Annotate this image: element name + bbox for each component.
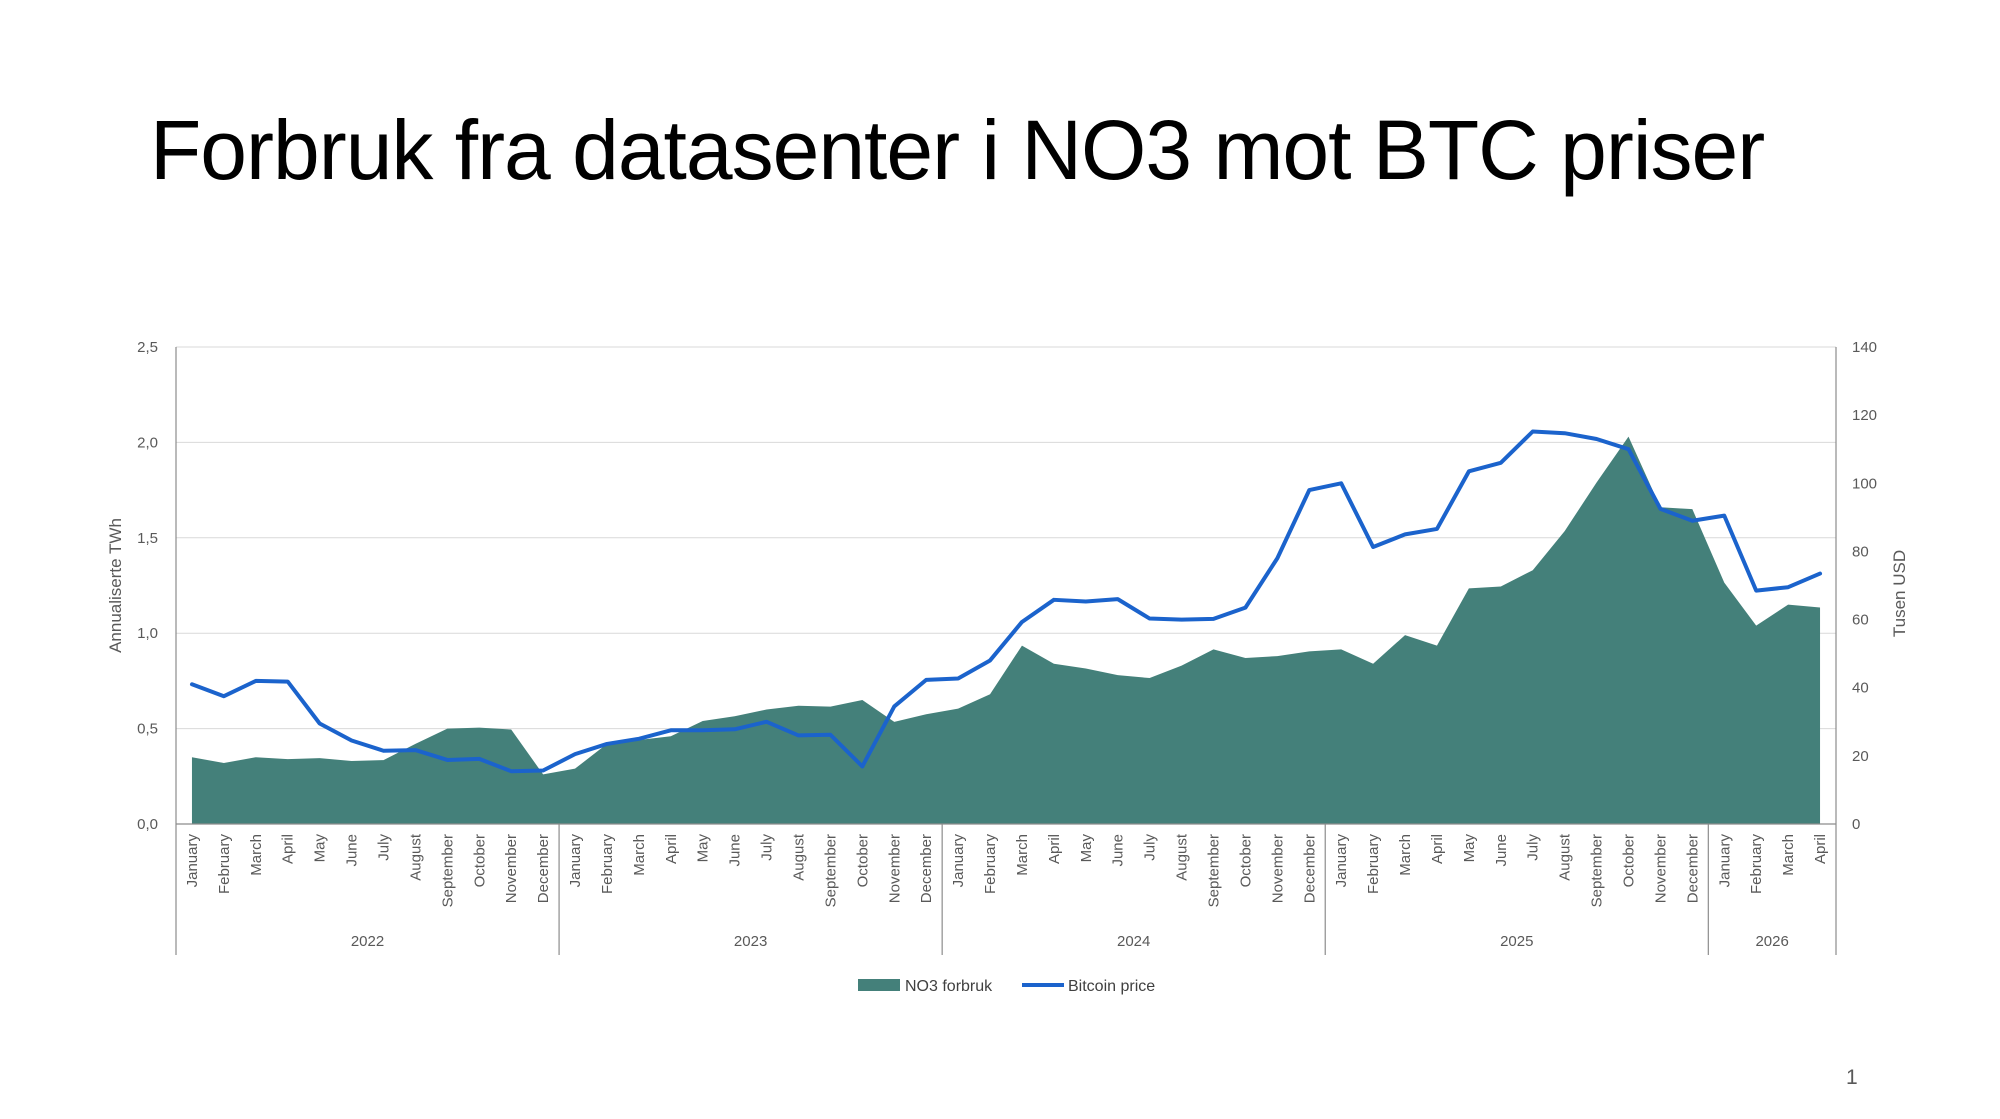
axes: 0,0 0,5 1,0 1,5 2,0 2,5 0 20 40 60 80 100 120 140 Annu… (106, 339, 1909, 955)
x-tick-label-month: April (1812, 834, 1829, 864)
x-tick-label-month: April (1429, 834, 1446, 864)
x-tick-label-month: April (1046, 834, 1063, 864)
x-tick-label-month: May (695, 834, 712, 863)
x-tick-label-month: February (599, 834, 616, 895)
y2-tick-label: 120 (1852, 407, 1877, 424)
legend-swatch-no3 (858, 979, 900, 991)
x-tick-label-month: February (1748, 834, 1765, 895)
x-tick-label-month: March (248, 834, 265, 876)
y-tick-label: 0,0 (137, 816, 158, 833)
x-tick-label-month: April (280, 834, 297, 864)
area-series-no3 (191, 436, 1821, 824)
x-tick-label-month: October (1237, 834, 1254, 887)
legend-label-no3: NO3 forbruk (905, 978, 993, 995)
x-tick-label-month: December (1684, 834, 1701, 903)
x-tick-label-month: July (759, 834, 776, 861)
x-tick-label-month: October (471, 834, 488, 887)
y2-axis-title: Tusen USD (1890, 550, 1909, 637)
x-tick-label-month: March (1397, 834, 1414, 876)
x-tick-label-month: July (376, 834, 393, 861)
x-tick-label-year: 2025 (1500, 933, 1533, 950)
x-tick-label-month: November (503, 834, 520, 903)
x-tick-label-month: January (950, 834, 967, 888)
x-tick-label-month: December (918, 834, 935, 903)
x-tick-label-month: September (1589, 834, 1606, 907)
x-tick-label-month: July (1525, 834, 1542, 861)
legend: NO3 forbruk Bitcoin price (858, 978, 1155, 995)
x-tick-label-month: June (1110, 834, 1127, 867)
page-number: 1 (1846, 1066, 1858, 1089)
x-tick-label-month: July (1142, 834, 1159, 861)
x-tick-label-month: November (1269, 834, 1286, 903)
x-tick-label-month: November (886, 834, 903, 903)
x-tick-label-month: June (1493, 834, 1510, 867)
x-tick-label-year: 2024 (1117, 933, 1150, 950)
y-tick-label: 2,5 (137, 339, 158, 356)
y-tick-label: 1,0 (137, 625, 158, 642)
y2-tick-label: 40 (1852, 680, 1869, 697)
x-tick-label-month: June (727, 834, 744, 867)
y2-tick-label: 140 (1852, 339, 1877, 356)
x-tick-label-month: October (854, 834, 871, 887)
y2-tick-label: 60 (1852, 612, 1869, 629)
x-tick-label-month: January (1716, 834, 1733, 888)
y-tick-label: 1,5 (137, 530, 158, 547)
x-tick-label-month: February (216, 834, 233, 895)
x-tick-label-month: June (344, 834, 361, 867)
y2-tick-label: 20 (1852, 748, 1869, 765)
y-axis-title: Annualiserte TWh (106, 518, 125, 653)
x-tick-label-month: August (1174, 833, 1191, 881)
x-tick-label-month: March (631, 834, 648, 876)
line-series-bitcoin (189, 429, 1823, 774)
x-tick-label-year: 2022 (351, 933, 384, 950)
line-path-bitcoin (189, 429, 1823, 774)
x-tick-label-month: August (791, 833, 808, 881)
x-tick-label-month: February (982, 834, 999, 895)
x-tick-label-month: January (567, 834, 584, 888)
x-tick-label-month: September (822, 834, 839, 907)
x-tick-label-year: 2023 (734, 933, 767, 950)
x-tick-label-month: August (407, 833, 424, 881)
area-path-no3 (191, 436, 1821, 824)
y2-tick-label: 80 (1852, 543, 1869, 560)
x-tick-label-month: March (1780, 834, 1797, 876)
x-tick-label-month: May (1461, 834, 1478, 863)
x-tick-label-month: May (312, 834, 329, 863)
x-tick-label-month: September (439, 834, 456, 907)
y2-tick-label: 100 (1852, 475, 1877, 492)
x-tick-label-month: October (1621, 834, 1638, 887)
x-tick-label-month: May (1078, 834, 1095, 863)
legend-label-bitcoin: Bitcoin price (1068, 978, 1155, 995)
y-tick-label: 0,5 (137, 721, 158, 738)
x-tick-label-month: January (184, 834, 201, 888)
x-tick-label-month: August (1557, 833, 1574, 881)
y2-tick-label: 0 (1852, 816, 1860, 833)
y-tick-label: 2,0 (137, 434, 158, 451)
x-tick-label-month: February (1365, 834, 1382, 895)
x-tick-label-month: September (1206, 834, 1223, 907)
x-tick-label-year: 2026 (1755, 933, 1788, 950)
x-tick-label-month: November (1652, 834, 1669, 903)
slide-title: Forbruk fra datasenter i NO3 mot BTC pri… (150, 103, 1765, 197)
x-tick-label-month: April (663, 834, 680, 864)
x-tick-label-month: December (535, 834, 552, 903)
x-tick-label-month: March (1014, 834, 1031, 876)
x-tick-label-month: January (1333, 834, 1350, 888)
x-tick-label-month: December (1301, 834, 1318, 903)
